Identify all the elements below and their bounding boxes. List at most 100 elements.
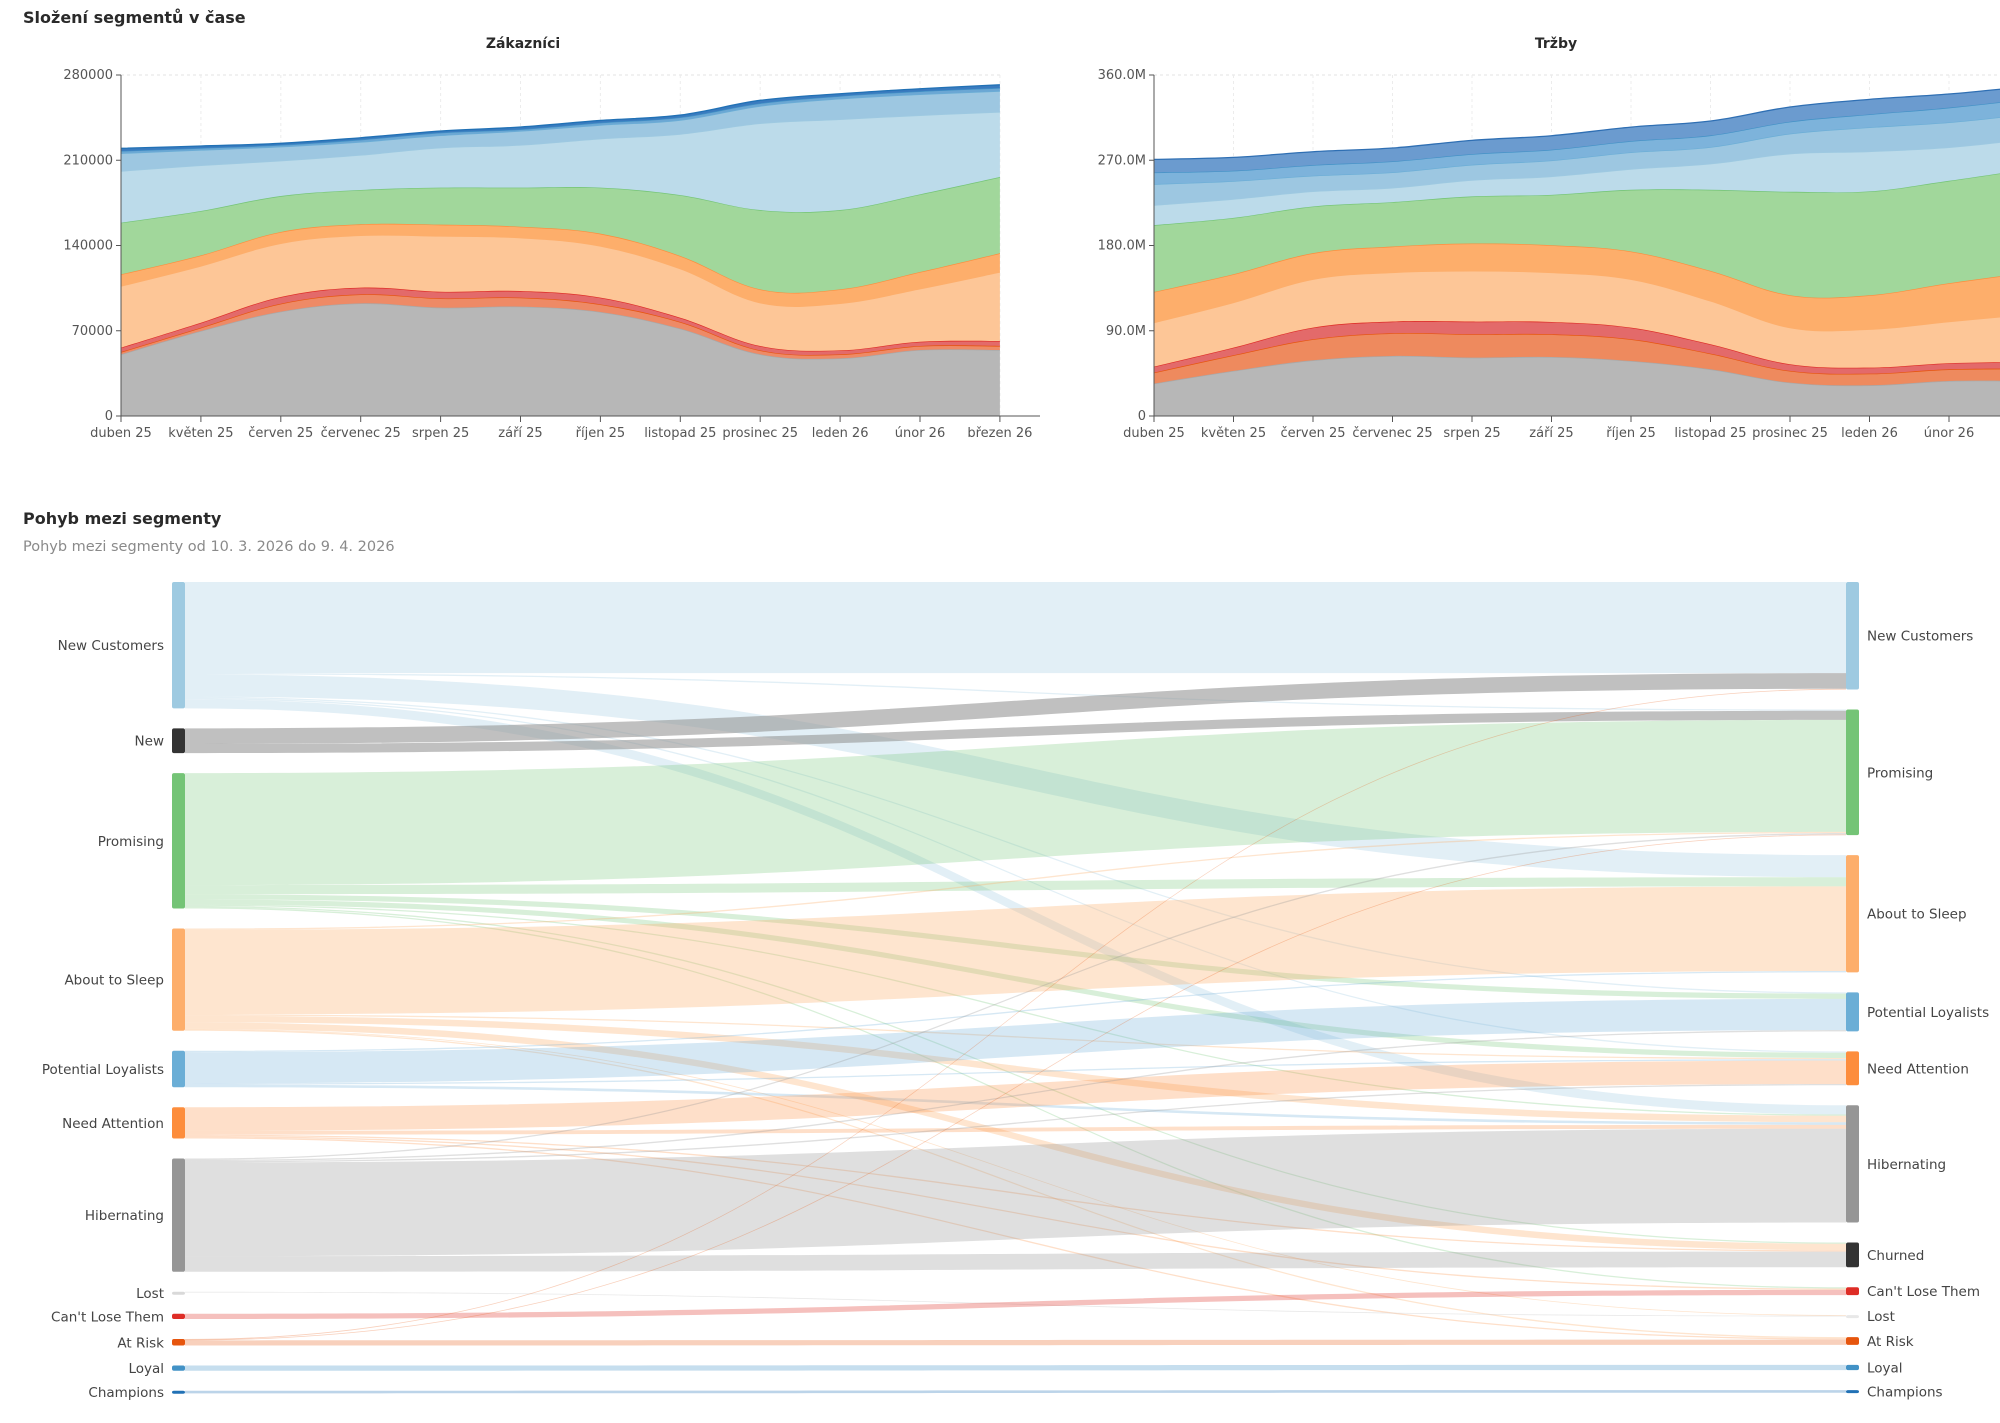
sankey-node-left[interactable] bbox=[172, 1158, 185, 1272]
area-series-5[interactable] bbox=[1154, 169, 2000, 298]
sankey-link[interactable] bbox=[185, 1059, 1846, 1085]
sankey-link[interactable] bbox=[185, 904, 1846, 1116]
sankey-node-label: Loyal bbox=[128, 1361, 164, 1377]
sankey-node-right[interactable] bbox=[1846, 1287, 1859, 1296]
sankey-link[interactable] bbox=[185, 886, 1846, 1015]
revenue-area-chart[interactable]: 0 90.0M 180.0M 270.0M 360.0M duben 25 květen 2… bbox=[1040, 0, 2000, 460]
sankey-node-right[interactable] bbox=[1846, 1364, 1859, 1371]
segment-sankey-diagram[interactable]: New Customers New Promising About to Sleep P… bbox=[0, 560, 2000, 1423]
area-series-0[interactable] bbox=[121, 303, 1000, 416]
sankey-link[interactable] bbox=[185, 1134, 1846, 1252]
sankey-link[interactable] bbox=[185, 905, 1846, 1244]
sankey-node-right[interactable] bbox=[1846, 1051, 1859, 1086]
customers-area-chart[interactable]: 0 70000 140000 210000 280000 duben 25 květen 2… bbox=[0, 0, 1040, 460]
sankey-node-right[interactable] bbox=[1846, 855, 1859, 973]
area-series-3[interactable] bbox=[1154, 270, 2000, 368]
sankey-node-left[interactable] bbox=[172, 582, 185, 709]
sankey-link[interactable] bbox=[185, 1022, 1846, 1251]
sankey-link[interactable] bbox=[185, 673, 1846, 711]
sankey-node-right[interactable] bbox=[1846, 1315, 1859, 1319]
sankey-link[interactable] bbox=[185, 998, 1846, 1084]
sankey-node-right[interactable] bbox=[1846, 709, 1859, 836]
x-tick-label: únor 26 bbox=[1924, 426, 1974, 441]
sankey-link[interactable] bbox=[185, 971, 1846, 1053]
sankey-node-label: Loyal bbox=[1867, 1360, 1903, 1376]
sankey-node-left[interactable] bbox=[172, 928, 185, 1031]
sankey-node-left[interactable] bbox=[172, 1365, 185, 1371]
sankey-link[interactable] bbox=[185, 697, 1846, 1053]
sankey-node-label: New Customers bbox=[1867, 629, 1973, 645]
area-series-6[interactable] bbox=[121, 112, 1000, 223]
sankey-link[interactable] bbox=[185, 1060, 1846, 1131]
sankey-node-right[interactable] bbox=[1846, 1242, 1859, 1268]
x-tick-label: červenec 25 bbox=[321, 426, 401, 441]
x-tick-label: květen 25 bbox=[1201, 426, 1266, 441]
sankey-link[interactable] bbox=[185, 1030, 1846, 1162]
sankey-link[interactable] bbox=[185, 1135, 1846, 1290]
area-series-8[interactable] bbox=[121, 88, 1000, 154]
sankey-link[interactable] bbox=[185, 1339, 1846, 1346]
area-series-4[interactable] bbox=[121, 223, 1000, 307]
sankey-link[interactable] bbox=[185, 877, 1846, 895]
sankey-link[interactable] bbox=[185, 1289, 1846, 1320]
sankey-link[interactable] bbox=[185, 1291, 1846, 1317]
sankey-node-left[interactable] bbox=[172, 1390, 185, 1394]
x-tick-label: březen 26 bbox=[967, 426, 1032, 441]
area-series-7[interactable] bbox=[121, 91, 1000, 172]
area-series-1[interactable] bbox=[1154, 332, 2000, 386]
sankey-node-left[interactable] bbox=[172, 1107, 185, 1139]
sankey-link[interactable] bbox=[185, 719, 1846, 886]
area-series-7[interactable] bbox=[1154, 114, 2000, 206]
area-series-9[interactable] bbox=[121, 84, 1000, 151]
sankey-link[interactable] bbox=[185, 1015, 1846, 1123]
sankey-link[interactable] bbox=[185, 710, 1846, 754]
sankey-link[interactable] bbox=[185, 1390, 1846, 1394]
sankey-node-right[interactable] bbox=[1846, 992, 1859, 1032]
sankey-node-left[interactable] bbox=[172, 1313, 185, 1320]
area-series-1[interactable] bbox=[121, 294, 1000, 359]
area-series-8[interactable] bbox=[1154, 99, 2000, 185]
sankey-node-left[interactable] bbox=[172, 1339, 185, 1346]
sankey-link[interactable] bbox=[185, 696, 1846, 994]
sankey-node-left[interactable] bbox=[172, 728, 185, 754]
sankey-link[interactable] bbox=[185, 1251, 1846, 1272]
sankey-link[interactable] bbox=[185, 1128, 1846, 1257]
sankey-link[interactable] bbox=[185, 1029, 1846, 1339]
sankey-link[interactable] bbox=[185, 1364, 1846, 1371]
sankey-node-right[interactable] bbox=[1846, 1105, 1859, 1223]
sankey-link[interactable] bbox=[185, 1084, 1846, 1125]
sankey-link[interactable] bbox=[185, 688, 1846, 1340]
sankey-link[interactable] bbox=[185, 582, 1846, 674]
area-series-9[interactable] bbox=[1154, 86, 2000, 173]
area-series-6[interactable] bbox=[1154, 139, 2000, 226]
area-series-3[interactable] bbox=[121, 234, 1000, 351]
sankey-link[interactable] bbox=[185, 1083, 1846, 1163]
sankey-node-right[interactable] bbox=[1846, 582, 1859, 690]
sankey-node-left[interactable] bbox=[172, 1050, 185, 1088]
sankey-node-left[interactable] bbox=[172, 773, 185, 909]
sankey-link[interactable] bbox=[185, 834, 1846, 1341]
sankey-link[interactable] bbox=[185, 673, 1846, 744]
area-series-0[interactable] bbox=[1154, 355, 2000, 417]
sankey-node-right[interactable] bbox=[1846, 1390, 1859, 1394]
sankey-link[interactable] bbox=[185, 699, 1846, 1115]
sankey-link[interactable] bbox=[185, 674, 1846, 878]
sankey-link[interactable] bbox=[185, 833, 1846, 1160]
sankey-link[interactable] bbox=[185, 894, 1846, 999]
y-tick-label: 360.0M bbox=[1098, 68, 1146, 83]
sankey-link[interactable] bbox=[185, 1014, 1846, 1060]
sankey-link[interactable] bbox=[185, 907, 1846, 1289]
sankey-node-left[interactable] bbox=[172, 1291, 185, 1295]
sankey-node-label: Hibernating bbox=[1867, 1157, 1946, 1173]
sankey-node-right[interactable] bbox=[1846, 1337, 1859, 1345]
area-series-4[interactable] bbox=[1154, 243, 2000, 331]
area-series-2[interactable] bbox=[1154, 321, 2000, 374]
sankey-link[interactable] bbox=[185, 1137, 1846, 1340]
area-series-5[interactable] bbox=[121, 177, 1000, 293]
sankey-link[interactable] bbox=[185, 899, 1846, 1058]
sankey-link[interactable] bbox=[185, 1124, 1846, 1135]
sankey-section-title: Pohyb mezi segmenty bbox=[23, 509, 222, 528]
sankey-link[interactable] bbox=[185, 1028, 1846, 1316]
x-tick-label: květen 25 bbox=[168, 426, 233, 441]
sankey-link[interactable] bbox=[185, 831, 1846, 930]
